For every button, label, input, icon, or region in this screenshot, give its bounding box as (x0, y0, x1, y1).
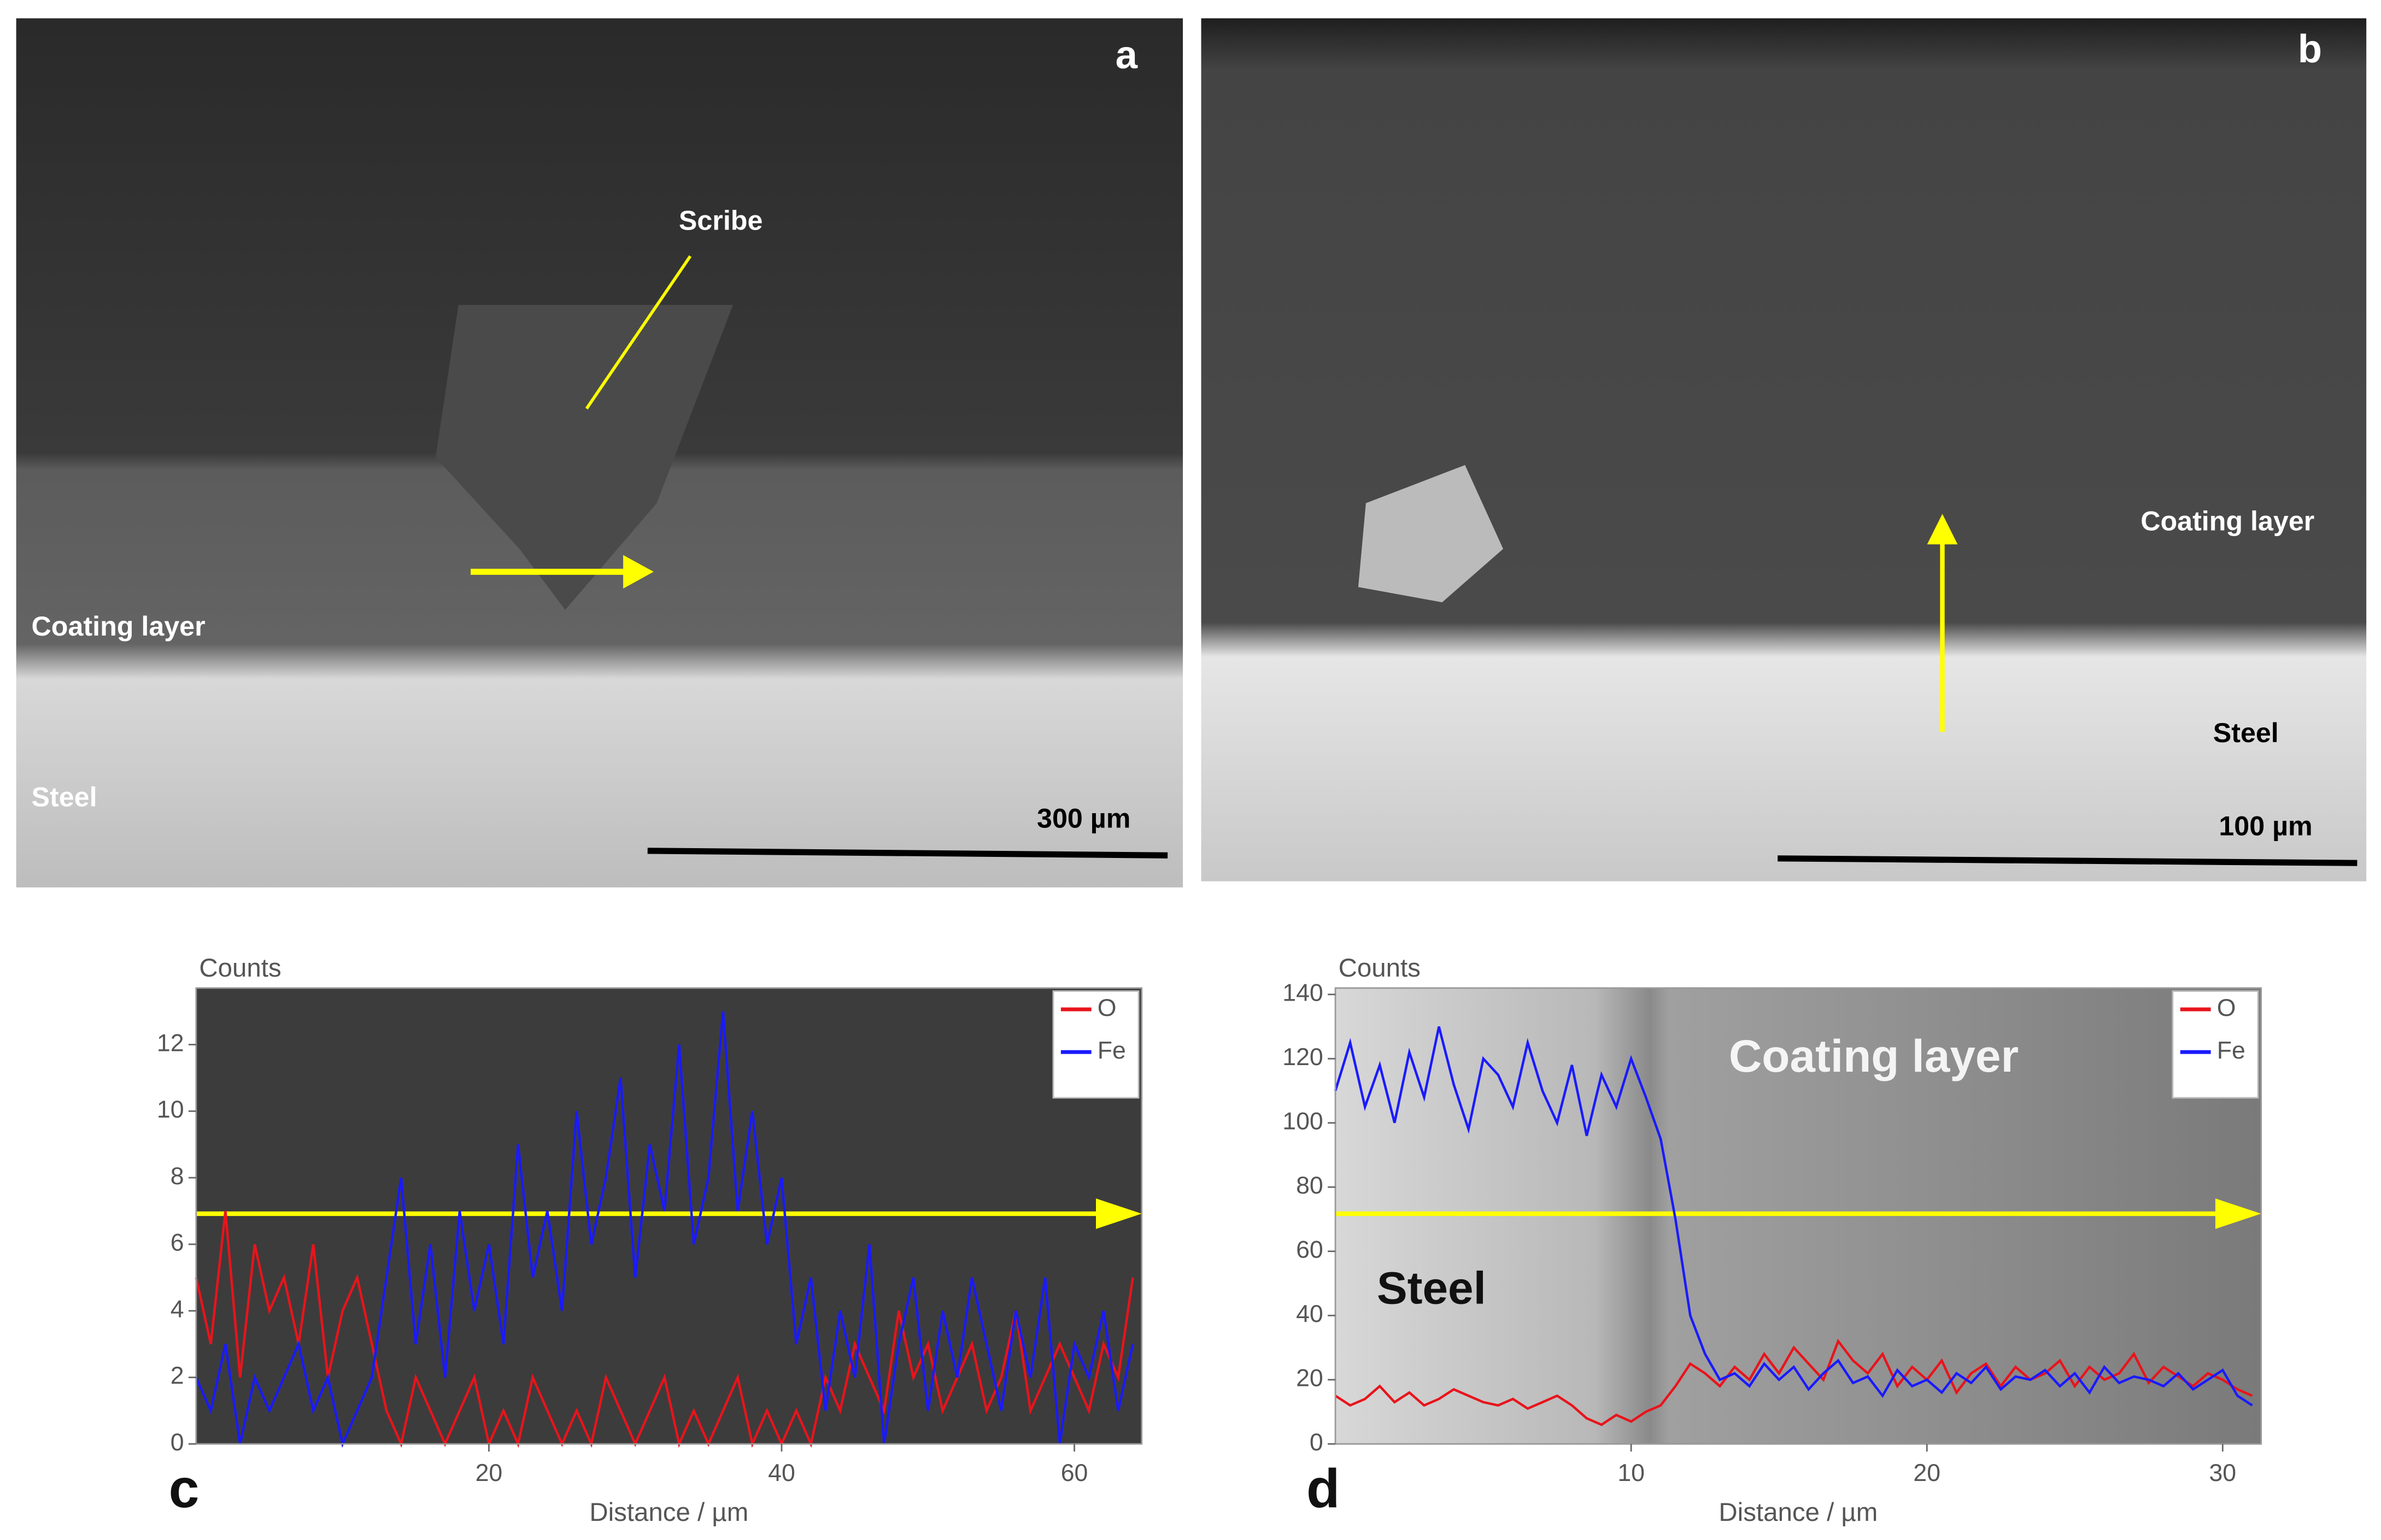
y-tick-label: 40 (1296, 1301, 1323, 1327)
x-axis-label: Distance / µm (1719, 1498, 1878, 1527)
x-tick-label: 60 (1061, 1460, 1088, 1486)
y-axis-label: Counts (1339, 954, 1421, 983)
arrow (585, 255, 692, 410)
scale-label: 100 µm (2219, 810, 2312, 841)
y-tick-label: 2 (171, 1362, 184, 1389)
data-line (1334, 1026, 2253, 1407)
y-tick-label: 10 (157, 1096, 184, 1123)
data-line (195, 1011, 1134, 1448)
panel-letter: c (169, 1458, 200, 1519)
panel-letter: d (1306, 1458, 1340, 1519)
y-tick-label: 4 (171, 1296, 184, 1322)
image-label: Coating layer (2140, 506, 2314, 536)
plot-frame (195, 987, 1143, 1445)
scale-bar (1778, 855, 2357, 866)
y-tick-label: 80 (1296, 1172, 1323, 1199)
panel-letter: b (2298, 27, 2322, 71)
arrow-head (623, 555, 654, 589)
image-label: Scribe (679, 205, 763, 236)
image-label: Steel (2213, 718, 2279, 748)
panel-letter: a (1116, 33, 1138, 77)
legend-label: O (1098, 995, 1117, 1021)
annotation: Steel (1377, 1262, 1486, 1313)
x-tick-label: 20 (476, 1460, 503, 1486)
y-axis-label: Counts (199, 954, 281, 983)
y-tick-label: 12 (157, 1030, 184, 1056)
arrow-head (1927, 514, 1958, 545)
scan-arrow-head (1096, 1198, 1142, 1229)
legend-label: Fe (2217, 1037, 2245, 1064)
scale-bar (647, 848, 1168, 859)
y-tick-label: 6 (171, 1230, 184, 1256)
legend-label: Fe (1098, 1037, 1126, 1064)
scale-label: 300 µm (1037, 803, 1130, 833)
x-tick-label: 30 (2209, 1460, 2236, 1486)
x-tick-label: 40 (768, 1460, 795, 1486)
scan-arrow-head (2215, 1198, 2261, 1229)
legend-label: O (2217, 995, 2236, 1021)
y-tick-label: 8 (171, 1163, 184, 1190)
x-tick-label: 20 (1913, 1460, 1940, 1486)
scribe-groove (435, 305, 733, 610)
y-tick-label: 140 (1282, 980, 1323, 1007)
image-label: Steel (32, 781, 97, 812)
y-tick-label: 0 (1310, 1429, 1323, 1456)
sem-image (1201, 18, 2367, 881)
charts: 0 2 4 6 8 10 12 20 40 60 Counts Distance / µm c O Fe Co… (157, 954, 2262, 1527)
annotation: Coating layer (1729, 1030, 2019, 1081)
particle (1358, 465, 1503, 603)
x-tick-label: 10 (1617, 1460, 1645, 1486)
x-axis-label: Distance / µm (589, 1498, 748, 1527)
y-tick-label: 0 (171, 1429, 184, 1456)
y-tick-label: 100 (1282, 1108, 1323, 1135)
data-line (195, 1210, 1134, 1448)
image-label: Coating layer (32, 611, 206, 642)
y-tick-label: 120 (1282, 1044, 1323, 1071)
plot-frame (1334, 987, 2262, 1445)
y-tick-label: 60 (1296, 1237, 1323, 1263)
y-tick-label: 20 (1296, 1365, 1323, 1392)
